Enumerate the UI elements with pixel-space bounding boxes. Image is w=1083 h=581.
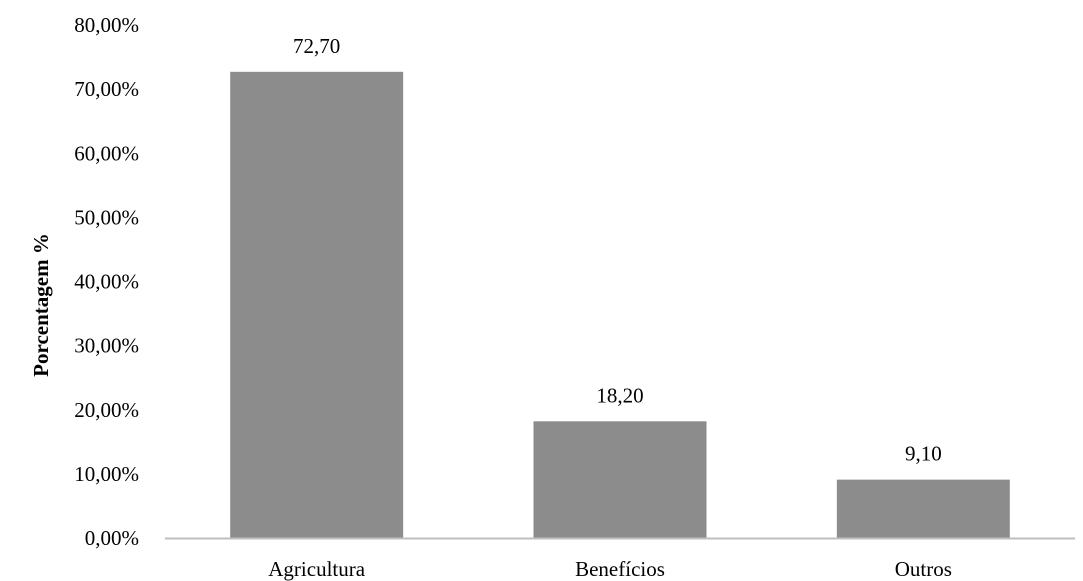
x-category-label: Agricultura — [268, 557, 365, 581]
x-category-label: Benefícios — [575, 557, 665, 581]
category-labels: Agricultura Benefícios Outros — [268, 557, 952, 581]
bar — [836, 479, 1010, 538]
bar-data-label: 18,20 — [596, 383, 643, 407]
bar-data-label: 9,10 — [905, 442, 942, 466]
y-tick-label: 40,00% — [74, 270, 139, 294]
y-tick-label: 0,00% — [85, 526, 139, 550]
y-tick-label: 70,00% — [74, 77, 139, 101]
y-axis-ticks: 0,00% 10,00% 20,00% 30,00% 40,00% 50,00% 60,00… — [74, 13, 139, 550]
y-tick-label: 60,00% — [74, 141, 139, 165]
y-axis-title: Porcentagem % — [29, 233, 53, 377]
y-tick-label: 20,00% — [74, 398, 139, 422]
x-category-label: Outros — [895, 557, 952, 581]
y-tick-label: 30,00% — [74, 334, 139, 358]
data-labels: 72,70 18,20 9,10 — [293, 34, 942, 466]
bar — [533, 421, 707, 538]
bar-data-label: 72,70 — [293, 34, 340, 58]
y-tick-label: 50,00% — [74, 205, 139, 229]
bars — [230, 71, 1010, 538]
y-tick-label: 10,00% — [74, 462, 139, 486]
bar — [230, 71, 404, 538]
y-tick-label: 80,00% — [74, 13, 139, 37]
